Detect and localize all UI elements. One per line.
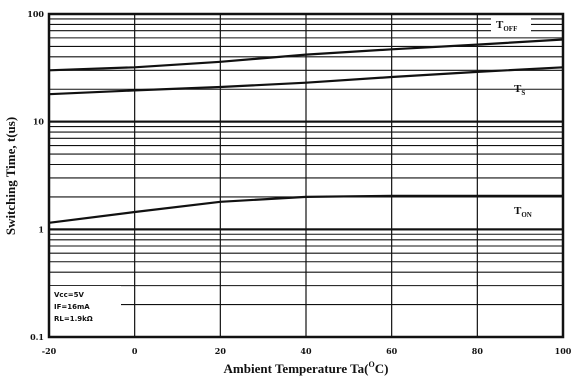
y-tick-label: 10 bbox=[33, 117, 45, 127]
y-tick-label: 100 bbox=[27, 9, 44, 19]
y-axis-label: Switching Time, t(us) bbox=[3, 117, 18, 235]
plot-frame bbox=[47, 12, 565, 339]
curve-label-on: TON bbox=[514, 205, 532, 219]
series-line-s bbox=[48, 66, 564, 96]
y-tick-label: 1 bbox=[38, 224, 44, 234]
curve-label-s: TS bbox=[514, 83, 525, 97]
condition-line: Vcc=5V bbox=[54, 291, 84, 299]
x-tick-label: 100 bbox=[555, 346, 572, 356]
curve-labels: TOFF TS TON bbox=[491, 16, 532, 219]
series-line-off bbox=[48, 38, 564, 72]
x-tick-label: -20 bbox=[42, 346, 57, 356]
conditions-box bbox=[49, 286, 121, 330]
condition-line: IF=16mA bbox=[54, 303, 90, 311]
conditions-text: Vcc=5V IF=16mA RL=1.9kΩ bbox=[54, 291, 93, 323]
grid bbox=[49, 14, 563, 337]
y-tick-labels: 100 10 1 0.1 bbox=[27, 9, 44, 342]
x-tick-label: 40 bbox=[300, 346, 312, 356]
series-line-on bbox=[48, 194, 563, 224]
x-tick-label: 80 bbox=[472, 346, 484, 356]
curve-label-off: TOFF bbox=[496, 19, 517, 33]
x-tick-label: 20 bbox=[215, 346, 227, 356]
x-tick-label: 60 bbox=[386, 346, 398, 356]
condition-line: RL=1.9kΩ bbox=[54, 315, 93, 323]
x-tick-labels: -20 0 20 40 60 80 100 bbox=[42, 346, 572, 356]
x-tick-label: 0 bbox=[132, 346, 138, 356]
x-axis-label: Ambient Temperature Ta(OC) bbox=[224, 360, 389, 376]
y-tick-label: 0.1 bbox=[30, 332, 44, 342]
series-lines bbox=[48, 38, 564, 224]
curve-label-background bbox=[491, 16, 531, 32]
